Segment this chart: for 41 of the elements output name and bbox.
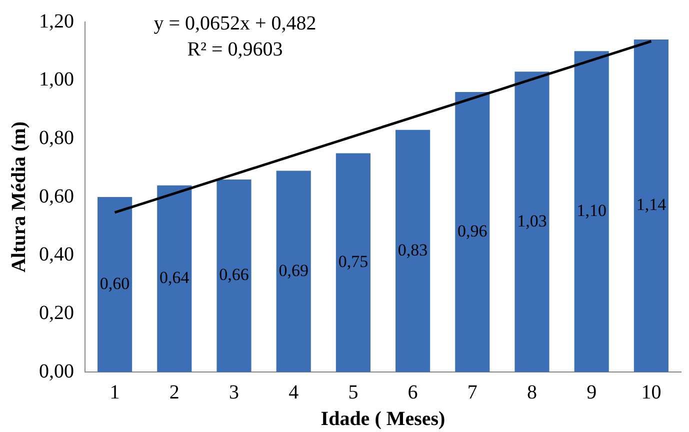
bar [455, 92, 490, 372]
data-label: 0,83 [398, 240, 428, 260]
y-tick-label: 0,40 [39, 244, 74, 266]
y-tick-label: 0,00 [39, 360, 74, 382]
y-axis-title: Altura Média (m) [8, 121, 30, 273]
bar [574, 51, 609, 372]
data-label: 0,64 [160, 268, 190, 288]
x-tick-label: 1 [110, 381, 120, 404]
x-tick-label: 8 [527, 381, 537, 404]
y-tick-label: 1,00 [39, 68, 74, 91]
bar [514, 72, 550, 372]
annotation: y = 0,0652x + 0,482 [154, 12, 316, 34]
x-tick-label: 2 [169, 381, 180, 404]
y-tick-label: 1,20 [39, 10, 74, 32]
data-label: 1,14 [636, 195, 667, 214]
data-label: 0,60 [100, 274, 130, 293]
x-tick-label: 9 [586, 381, 597, 404]
x-tick-label: 5 [348, 381, 358, 404]
data-label: 0,96 [458, 221, 488, 240]
bar [216, 180, 252, 372]
data-label: 1,10 [576, 201, 606, 220]
data-label: 1,03 [517, 211, 547, 230]
data-label: 0,69 [278, 260, 308, 280]
bar [336, 153, 370, 372]
y-tick-label: 0,60 [39, 185, 74, 208]
bar [634, 40, 668, 372]
x-tick-label: 4 [288, 381, 299, 404]
y-tick-label: 0,20 [39, 302, 74, 324]
annotation: R² = 0,9603 [187, 38, 283, 60]
data-label: 0,66 [219, 265, 249, 284]
x-tick-label: 3 [229, 381, 239, 404]
bar [157, 185, 192, 372]
y-tick-label: 0,80 [39, 126, 74, 149]
bar [276, 170, 311, 372]
bar [98, 197, 132, 372]
x-axis-title: Idade ( Meses) [320, 408, 446, 430]
x-tick-label: 6 [408, 381, 418, 404]
x-tick-label: 7 [467, 381, 478, 404]
data-label: 0,75 [338, 252, 368, 272]
bar [396, 130, 430, 372]
x-tick-label: 10 [641, 381, 662, 404]
